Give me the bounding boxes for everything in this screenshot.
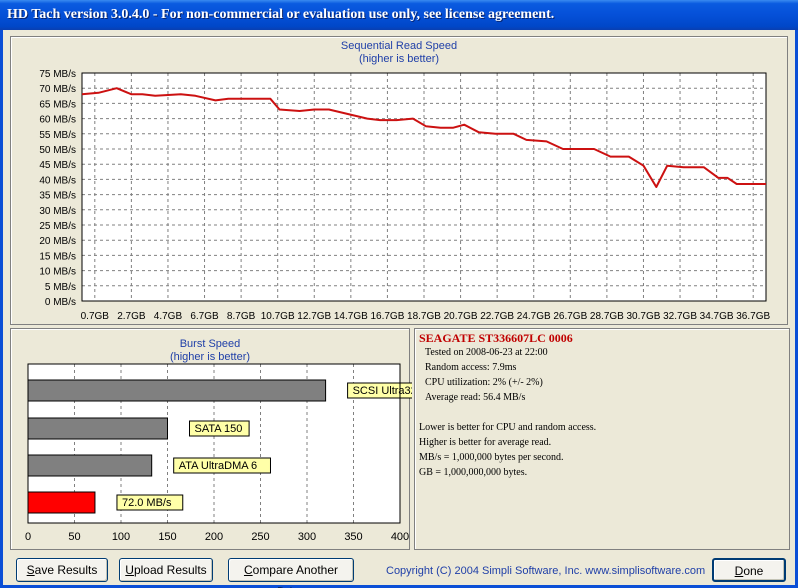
seq-y-tick-label: 40 MB/s	[39, 175, 76, 186]
seq-x-tick-label: 30.7GB	[627, 311, 661, 322]
seq-x-tick-label: 12.7GB	[297, 311, 331, 322]
burst-bar-label-box	[173, 457, 271, 474]
window-title: HD Tach version 3.0.4.0 - For non-commer…	[7, 7, 555, 22]
burst-plot-border	[27, 363, 401, 524]
sequential-title: Sequential Read Speed	[340, 40, 458, 52]
burst-x-tick-label: 50	[68, 531, 80, 543]
window-frame	[0, 30, 798, 588]
seq-x-tick-label: 6.7GB	[190, 311, 219, 322]
sequential-read-panel	[10, 36, 788, 325]
seq-x-tick-label: 34.7GB	[700, 311, 734, 322]
seq-x-tick-label: 10.7GB	[261, 311, 295, 322]
seq-y-tick-label: 35 MB/s	[39, 191, 76, 202]
seq-plot-border	[81, 72, 767, 302]
done-button[interactable]: Done	[712, 558, 786, 582]
average-read: Average read: 56.4 MB/s	[425, 392, 526, 403]
burst-x-tick-label: 200	[205, 531, 223, 543]
burst-bar-label: 72.0 MB/s	[122, 497, 172, 509]
seq-y-tick-label: 15 MB/s	[39, 251, 76, 262]
seq-y-tick-label: 30 MB/s	[39, 206, 76, 217]
random-access: Random access: 7.9ms	[425, 362, 517, 373]
seq-x-tick-label: 22.7GB	[480, 311, 514, 322]
burst-bar	[27, 379, 327, 402]
seq-x-tick-label: 26.7GB	[553, 311, 587, 322]
burst-x-tick-label: 250	[251, 531, 269, 543]
note-higher-better: Higher is better for average read.	[419, 437, 552, 448]
seq-x-tick-label: 20.7GB	[444, 311, 478, 322]
burst-bar-label-box	[116, 494, 184, 511]
seq-x-tick-label: 24.7GB	[517, 311, 551, 322]
burst-title: Burst Speed	[179, 338, 241, 350]
seq-x-tick-label: 16.7GB	[370, 311, 404, 322]
seq-y-tick-label: 55 MB/s	[39, 130, 76, 141]
burst-bar	[27, 417, 168, 440]
seq-y-tick-label: 25 MB/s	[39, 221, 76, 232]
seq-y-tick-label: 45 MB/s	[39, 160, 76, 171]
seq-y-tick-label: 60 MB/s	[39, 115, 76, 126]
seq-y-tick-label: 0 MB/s	[45, 297, 76, 308]
note-lower-better: Lower is better for CPU and random acces…	[419, 422, 597, 433]
burst-bar-label: ATA UltraDMA 6	[179, 460, 257, 472]
compare-drive-mnemonic: C	[243, 563, 253, 577]
seq-y-tick-label: 10 MB/s	[39, 267, 76, 278]
upload-results-button[interactable]: Upload Results	[119, 558, 213, 582]
burst-speed-chart: 0 50 100 150 200 250 300 350 400 SCSI Ultra320 SAT…	[25, 363, 412, 543]
seq-x-tick-label: 28.7GB	[590, 311, 624, 322]
seq-x-tick-label: 4.7GB	[154, 311, 183, 322]
window-title-bar[interactable]: HD Tach version 3.0.4.0 - For non-commer…	[0, 0, 798, 30]
burst-bar	[27, 491, 96, 514]
drive-info-panel	[414, 328, 790, 550]
sequential-subtitle: (higher is better)	[358, 53, 440, 65]
seq-y-tick-label: 70 MB/s	[39, 84, 76, 95]
burst-x-tick-label: 0	[25, 531, 31, 543]
save-results-button[interactable]: Save Results	[16, 558, 108, 582]
seq-x-tick-label: 32.7GB	[663, 311, 697, 322]
seq-x-tick-label: 18.7GB	[407, 311, 441, 322]
burst-subtitle: (higher is better)	[169, 351, 251, 363]
burst-bar-label-box	[189, 420, 250, 437]
seq-y-tick-label: 50 MB/s	[39, 145, 76, 156]
seq-y-tick-label: 65 MB/s	[39, 99, 76, 110]
tested-on: Tested on 2008-06-23 at 22:00	[425, 347, 548, 358]
burst-x-tick-label: 300	[298, 531, 316, 543]
burst-bar-label: SATA 150	[195, 423, 243, 435]
note-gb-definition: GB = 1,000,000,000 bytes.	[419, 467, 528, 478]
done-label: one	[743, 564, 764, 578]
seq-x-tick-label: 14.7GB	[334, 311, 368, 322]
cpu-utilization: CPU utilization: 2% (+/- 2%)	[425, 377, 543, 388]
seq-y-tick-label: 75 MB/s	[39, 69, 76, 80]
sequential-read-chart: 0 MB/s 5 MB/s 10 MB/s 15 MB/s 20 MB/s 25 MB/s…	[39, 69, 770, 322]
burst-bar-label: SCSI Ultra320	[353, 385, 412, 397]
save-results-label: ave Results	[34, 563, 98, 577]
done-mnemonic: D	[734, 564, 744, 578]
burst-bar-label-box	[347, 382, 412, 399]
seq-read-series-line	[81, 87, 766, 188]
burst-chart-title: Burst Speed (higher is better)	[10, 338, 410, 364]
drive-name: SEAGATE ST336607LC 0006	[419, 331, 573, 345]
compare-drive-label: ompare Another Drive	[252, 563, 339, 588]
compare-another-drive-button[interactable]: Compare Another Drive	[228, 558, 354, 588]
burst-x-tick-label: 350	[344, 531, 362, 543]
seq-x-tick-label: 8.7GB	[227, 311, 256, 322]
burst-x-tick-label: 100	[112, 531, 130, 543]
seq-y-tick-label: 5 MB/s	[45, 282, 76, 293]
sequential-chart-title: Sequential Read Speed (higher is better)	[10, 40, 788, 66]
copyright-text: Copyright (C) 2004 Simpli Software, Inc.…	[386, 565, 706, 577]
burst-bar	[27, 454, 153, 477]
note-mbs-definition: MB/s = 1,000,000 bytes per second.	[419, 452, 564, 463]
seq-x-tick-label: 0.7GB	[81, 311, 110, 322]
upload-results-label: pload Results	[133, 563, 207, 577]
seq-y-tick-label: 20 MB/s	[39, 236, 76, 247]
upload-results-mnemonic: U	[125, 563, 134, 577]
seq-x-tick-label: 36.7GB	[736, 311, 770, 322]
burst-speed-panel	[10, 328, 410, 550]
burst-x-tick-label: 150	[158, 531, 176, 543]
seq-x-tick-label: 2.7GB	[117, 311, 146, 322]
burst-x-tick-label: 400	[391, 531, 409, 543]
save-results-mnemonic: S	[26, 563, 35, 577]
